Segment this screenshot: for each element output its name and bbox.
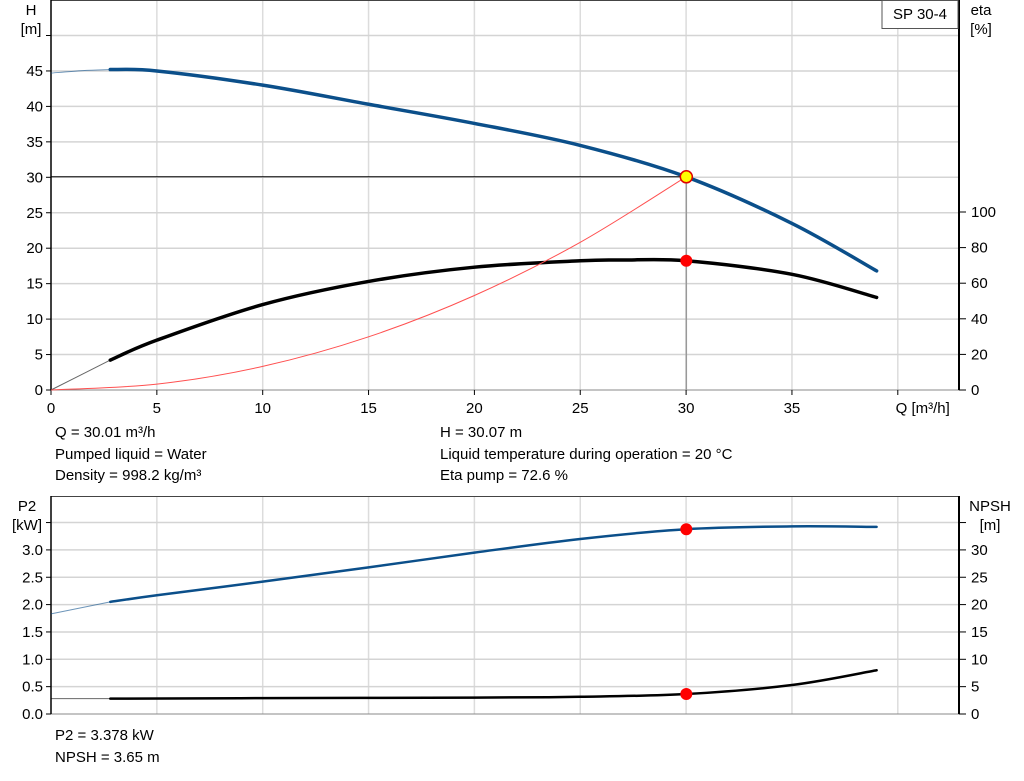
y2-axis-label: eta — [971, 2, 993, 19]
y2-tick-label: 20 — [971, 597, 988, 614]
y2-tick-label: 100 — [971, 204, 996, 221]
npsh-curve — [109, 668, 878, 700]
y-tick-label: 40 — [26, 98, 43, 115]
x-axis-label: Q [m³/h] — [896, 400, 950, 417]
y-tick-label: 35 — [26, 134, 43, 151]
density-readout: Density = 998.2 kg/m³ — [55, 467, 202, 484]
y-tick-label: 0.5 — [22, 679, 43, 696]
x-tick-label: 20 — [466, 400, 483, 417]
efficiency-readout: Eta pump = 72.6 % — [440, 467, 568, 484]
x-tick-label: 35 — [784, 400, 801, 417]
eta-curve — [108, 257, 879, 362]
p2-curve-extrapolated — [50, 601, 111, 615]
y-tick-label: 2.0 — [22, 597, 43, 614]
p2-curve — [109, 525, 878, 604]
legend-label: SP 30-4 — [893, 6, 947, 23]
y2-tick-label: 10 — [971, 651, 988, 668]
y-tick-label: 20 — [26, 240, 43, 257]
eta-curve-extrapolated — [50, 359, 111, 391]
y2-tick-label: 30 — [971, 542, 988, 559]
y2-axis-label: [m] — [980, 517, 1001, 534]
y-tick-label: 0.0 — [22, 706, 43, 723]
y-tick-label: 45 — [26, 63, 43, 80]
flow-readout: Q = 30.01 m³/h — [55, 424, 156, 441]
x-tick-label: 25 — [572, 400, 589, 417]
y-tick-label: 1.0 — [22, 651, 43, 668]
y-tick-label: 15 — [26, 276, 43, 293]
y2-axis-label: [%] — [970, 21, 992, 38]
y-tick-label: 0 — [35, 382, 43, 399]
y-tick-label: 30 — [26, 169, 43, 186]
x-tick-label: 0 — [47, 400, 55, 417]
y-axis-label: H — [26, 2, 37, 19]
y-tick-label: 25 — [26, 205, 43, 222]
h-curve-extrapolated — [50, 69, 111, 74]
y2-tick-label: 25 — [971, 569, 988, 586]
npsh-readout: NPSH = 3.65 m — [55, 748, 160, 766]
y2-tick-label: 20 — [971, 346, 988, 363]
duty-point-eta — [680, 254, 693, 267]
y-axis-label: [kW] — [12, 517, 42, 534]
duty-point-p2 — [680, 523, 693, 536]
x-tick-label: 10 — [254, 400, 271, 417]
y2-tick-label: 0 — [971, 382, 979, 399]
y2-axis-label: NPSH — [969, 498, 1011, 515]
legend-box — [881, 0, 959, 29]
power-readout: P2 = 3.378 kW — [55, 727, 154, 744]
y-tick-label: 5 — [35, 347, 43, 364]
h-curve — [108, 67, 879, 273]
y-tick-label: 1.5 — [22, 624, 43, 641]
y2-tick-label: 0 — [971, 706, 979, 723]
bottom-readout: P2 = 3.378 kW NPSH = 3.65 m — [55, 725, 160, 768]
y2-tick-label: 15 — [971, 624, 988, 641]
x-tick-label: 5 — [153, 400, 161, 417]
x-tick-label: 30 — [678, 400, 695, 417]
duty-point-head — [679, 170, 694, 184]
y2-tick-label: 40 — [971, 311, 988, 328]
y-tick-label: 3.0 — [22, 542, 43, 559]
system-curve — [50, 176, 687, 391]
y2-tick-label: 80 — [971, 240, 988, 257]
head-readout: H = 30.07 m — [440, 424, 523, 441]
y2-tick-label: 5 — [971, 679, 979, 696]
top-readout-left: Q = 30.01 m³/h Pumped liquid = Water Den… — [55, 422, 207, 487]
y-tick-label: 10 — [26, 311, 43, 328]
y2-tick-label: 60 — [971, 275, 988, 292]
temperature-readout: Liquid temperature during operation = 20… — [440, 445, 733, 463]
liquid-readout: Pumped liquid = Water — [55, 445, 207, 463]
x-tick-label: 15 — [360, 400, 377, 417]
duty-point-npsh — [680, 688, 693, 701]
y-tick-label: 2.5 — [22, 569, 43, 586]
y-axis-label: P2 — [18, 498, 36, 515]
y-axis-label: [m] — [21, 21, 42, 38]
top-readout-right: H = 30.07 m Liquid temperature during op… — [440, 422, 732, 487]
